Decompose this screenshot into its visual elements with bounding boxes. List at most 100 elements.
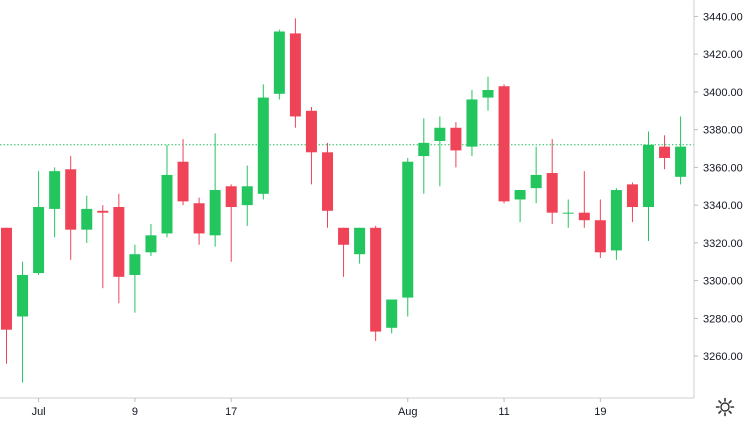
y-tick-label: 3260.00 (703, 351, 743, 363)
candle[interactable] (305, 107, 317, 185)
candle[interactable] (338, 227, 350, 277)
candle-body (675, 146, 687, 177)
candle[interactable] (113, 193, 125, 304)
candle[interactable] (675, 116, 687, 185)
axes: 3260.00 3280.00 3300.00 3320.00 3340.00 3360.… (0, 0, 743, 418)
candle[interactable] (209, 133, 221, 247)
candle-body (418, 142, 430, 157)
x-tick-label: 9 (132, 406, 138, 418)
candle-body (1, 227, 12, 330)
candle-body (322, 152, 333, 211)
candle-body (466, 99, 478, 147)
x-tick-label: 11 (498, 406, 509, 418)
candle-body (305, 110, 317, 153)
candle-body (257, 97, 269, 194)
candle[interactable] (643, 131, 654, 241)
candle-body (289, 33, 301, 117)
settings-gear-button[interactable] (714, 396, 736, 418)
y-tick-label: 3300.00 (703, 276, 743, 288)
candle[interactable] (530, 146, 542, 204)
candle[interactable] (273, 29, 285, 100)
candle-body (177, 161, 189, 202)
y-tick-label: 3440.00 (703, 11, 743, 23)
candle[interactable] (97, 205, 109, 289)
candle[interactable] (177, 139, 189, 206)
candle-body (338, 227, 350, 245)
candle-body (434, 127, 446, 141)
candle-body (498, 86, 510, 202)
candle-body (659, 146, 671, 158)
candle-body (17, 274, 29, 317)
candle-body (145, 235, 157, 253)
candle-body (225, 186, 237, 208)
candle[interactable] (49, 167, 61, 238)
candle[interactable] (546, 139, 558, 225)
y-tick-label: 3360.00 (703, 162, 743, 174)
x-tick-label: Aug (398, 406, 418, 418)
candle-body (161, 174, 173, 234)
x-axis[interactable]: Jul 9 17 Aug 11 19 (32, 398, 607, 418)
candle[interactable] (33, 171, 45, 275)
candle[interactable] (354, 227, 366, 264)
candle[interactable] (610, 188, 622, 260)
candle[interactable] (659, 135, 671, 170)
y-tick-label: 3400.00 (703, 87, 743, 99)
candle-body (610, 190, 622, 251)
candle-body (49, 171, 61, 209)
candle[interactable] (65, 156, 77, 260)
candle[interactable] (241, 165, 253, 226)
candle[interactable] (322, 142, 333, 228)
candle[interactable] (257, 84, 269, 200)
candle[interactable] (514, 190, 526, 223)
candle[interactable] (418, 118, 430, 194)
candle-body (370, 227, 382, 332)
candle-body (209, 190, 221, 236)
plot-area[interactable] (0, 18, 694, 383)
candle-body (594, 220, 606, 253)
candle[interactable] (225, 184, 237, 262)
candle[interactable] (482, 76, 494, 111)
candle-body (65, 169, 77, 230)
candle-body (402, 161, 414, 298)
candle-body (626, 184, 638, 208)
candle-body (33, 207, 45, 274)
candle-body (562, 212, 574, 214)
candle-body (530, 174, 542, 189)
candle[interactable] (578, 171, 590, 228)
candle[interactable] (129, 244, 141, 313)
candle[interactable] (289, 18, 301, 128)
candle[interactable] (161, 144, 173, 238)
candle[interactable] (145, 224, 157, 257)
candle[interactable] (1, 227, 12, 364)
x-tick-label: 19 (594, 406, 606, 418)
y-tick-label: 3340.00 (703, 200, 743, 212)
candle-body (450, 127, 462, 151)
candle-body (129, 254, 141, 275)
candle[interactable] (466, 90, 478, 157)
candle[interactable] (562, 199, 574, 228)
candle-body (643, 144, 654, 208)
candle[interactable] (434, 116, 446, 187)
candle-body (113, 207, 125, 277)
candle-body (97, 210, 109, 213)
candle[interactable] (17, 261, 29, 383)
candle-body (514, 190, 526, 200)
candle[interactable] (370, 225, 382, 342)
candle[interactable] (193, 197, 205, 245)
y-axis[interactable]: 3260.00 3280.00 3300.00 3320.00 3340.00 3360.… (694, 11, 743, 363)
candle-body (241, 186, 253, 206)
candle-body (273, 31, 285, 94)
candle[interactable] (81, 195, 93, 243)
candle[interactable] (402, 157, 414, 317)
candle[interactable] (626, 182, 638, 223)
candle-body (193, 203, 205, 234)
y-tick-label: 3380.00 (703, 125, 743, 137)
candle[interactable] (594, 199, 606, 258)
candle[interactable] (450, 122, 462, 168)
candle[interactable] (498, 84, 510, 204)
x-tick-label: Jul (32, 406, 46, 418)
candle-body (546, 173, 558, 213)
candle[interactable] (386, 299, 398, 334)
